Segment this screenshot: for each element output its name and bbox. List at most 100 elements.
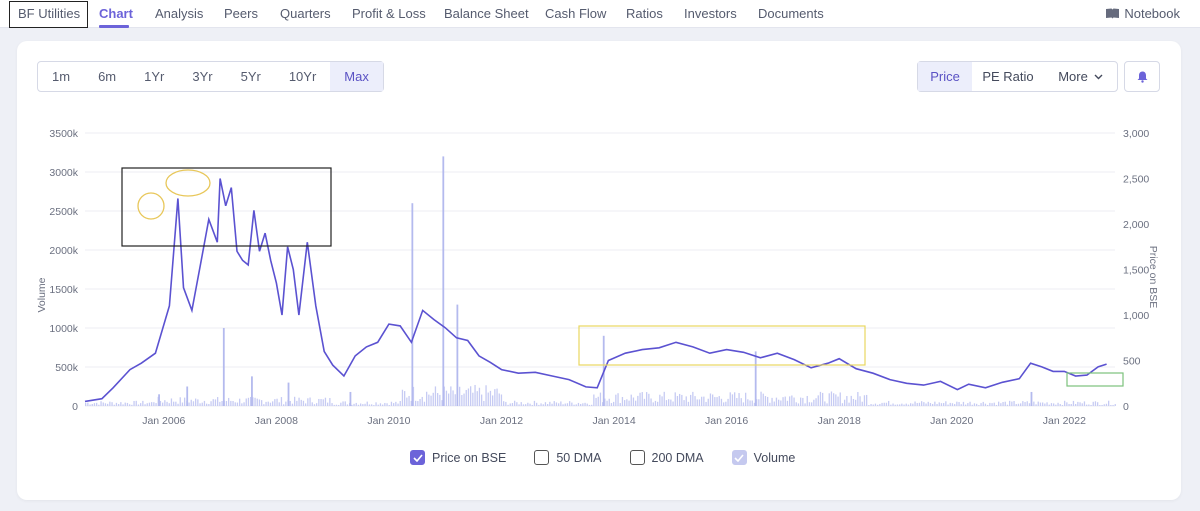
volume-bar — [87, 402, 89, 406]
tab-quarters[interactable]: Quarters — [280, 6, 331, 21]
volume-bar — [632, 397, 635, 406]
tab-documents[interactable]: Documents — [758, 6, 824, 21]
volume-bar — [892, 403, 894, 406]
tab-peers[interactable]: Peers — [224, 6, 258, 21]
volume-bar — [705, 401, 707, 406]
volume-bar — [170, 398, 173, 406]
volume-bar — [221, 401, 223, 406]
range-1yr-button[interactable]: 1Yr — [144, 69, 165, 84]
tab-ratios[interactable]: Ratios — [626, 6, 663, 21]
volume-bar — [998, 401, 1000, 406]
volume-bar — [817, 395, 819, 406]
tab-cash-flow[interactable]: Cash Flow — [545, 6, 607, 21]
volume-bar — [850, 395, 852, 406]
volume-bar — [133, 400, 135, 406]
legend-200dma-toggle[interactable]: 200 DMA — [629, 450, 704, 465]
volume-bar — [241, 403, 243, 406]
volume-bar — [164, 400, 166, 406]
volume-bar — [362, 404, 364, 406]
tab-balance-sheet[interactable]: Balance Sheet — [444, 6, 529, 21]
y-axis-left-title: Volume — [36, 277, 48, 312]
range-3yr-button[interactable]: 3Yr — [192, 69, 213, 84]
volume-bar — [976, 403, 978, 406]
volume-bar — [311, 402, 313, 406]
volume-bar — [360, 403, 362, 406]
volume-bar — [511, 403, 514, 406]
metric-price-button[interactable]: Price — [918, 62, 972, 91]
volume-bar — [795, 402, 797, 406]
range-1m-button[interactable]: 1m — [52, 69, 71, 84]
volume-bar — [298, 397, 300, 406]
volume-bar — [111, 402, 113, 406]
checkbox-unchecked-icon — [534, 450, 550, 465]
volume-bar — [1110, 405, 1112, 406]
volume-bar — [723, 402, 725, 406]
range-10yr-button[interactable]: 10Yr — [288, 69, 317, 84]
volume-bar — [201, 402, 203, 406]
volume-bar — [234, 402, 236, 406]
volume-bar — [225, 401, 228, 406]
volume-bar — [542, 404, 544, 406]
volume-bar — [514, 400, 516, 406]
range-max-button[interactable]: Max — [330, 62, 383, 91]
x-axis-ticks: Jan 2006 Jan 2008 Jan 2010 Jan 2012 Jan 2014… — [142, 415, 1086, 427]
volume-bar — [316, 403, 318, 406]
volume-bar — [896, 404, 899, 406]
volume-bar — [921, 401, 923, 406]
notebook-link[interactable]: Notebook — [1106, 6, 1180, 21]
volume-bar — [1033, 401, 1035, 406]
volume-bar — [716, 397, 718, 406]
metric-more-dropdown[interactable]: More — [1044, 62, 1117, 91]
volume-bar — [637, 395, 639, 406]
x-tick-label: Jan 2012 — [480, 415, 523, 427]
volume-bar — [346, 404, 349, 406]
metric-pe-ratio-button[interactable]: PE Ratio — [982, 69, 1034, 84]
active-tab-indicator — [99, 25, 129, 28]
volume-bar — [910, 403, 912, 406]
tab-investors[interactable]: Investors — [684, 6, 737, 21]
volume-bar — [289, 400, 291, 406]
volume-bar — [1112, 404, 1114, 406]
legend-price-toggle[interactable]: Price on BSE — [410, 450, 506, 465]
legend-volume-toggle[interactable]: Volume — [731, 450, 795, 465]
range-6m-button[interactable]: 6m — [98, 69, 117, 84]
y-left-tick-label: 1000k — [49, 323, 78, 335]
volume-bar — [1055, 404, 1057, 406]
volume-bar — [412, 386, 415, 406]
volume-peak-bar — [442, 156, 445, 406]
volume-bar — [995, 404, 998, 406]
range-5yr-button[interactable]: 5Yr — [240, 69, 261, 84]
volume-bar — [971, 404, 973, 406]
volume-bar — [1072, 400, 1075, 406]
volume-bar — [619, 403, 621, 406]
volume-bar — [613, 401, 615, 406]
tab-analysis[interactable]: Analysis — [155, 6, 204, 21]
volume-bar — [564, 403, 566, 406]
volume-bar — [861, 401, 863, 406]
volume-bar — [793, 397, 795, 406]
volume-bar — [181, 402, 184, 406]
volume-bar — [450, 386, 452, 406]
volume-bar — [551, 403, 553, 406]
volume-bar — [747, 399, 749, 406]
volume-bar — [679, 393, 681, 406]
legend-50dma-toggle[interactable]: 50 DMA — [534, 450, 602, 465]
volume-bar — [784, 396, 786, 406]
volume-bar — [364, 403, 366, 406]
tab-chart[interactable]: Chart — [99, 6, 133, 21]
volume-bar — [652, 402, 654, 406]
volume-bar — [742, 402, 745, 406]
volume-bar — [144, 404, 146, 406]
volume-bar — [826, 403, 828, 406]
volume-bar — [195, 398, 197, 406]
volume-bar — [250, 396, 252, 406]
volume-bar — [393, 403, 395, 406]
volume-bar — [547, 404, 549, 406]
volume-bar — [280, 397, 283, 406]
tab-profit-loss[interactable]: Profit & Loss — [352, 6, 426, 21]
volume-bar — [923, 402, 925, 406]
price-alert-button[interactable] — [1124, 61, 1160, 92]
company-name[interactable]: BF Utilities — [18, 6, 81, 21]
volume-bar — [683, 400, 685, 406]
